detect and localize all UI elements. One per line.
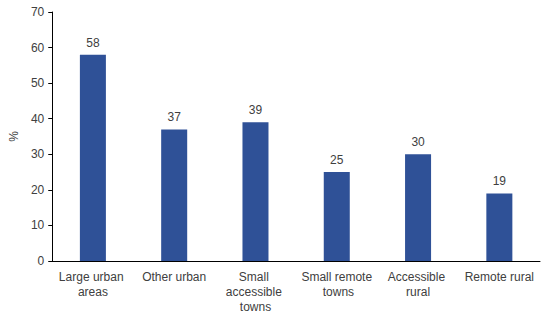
svg-text:Remote rural: Remote rural <box>465 270 534 284</box>
svg-text:58: 58 <box>86 36 100 50</box>
svg-text:Large urban: Large urban <box>59 270 127 284</box>
svg-text:20: 20 <box>31 183 45 197</box>
svg-text:towns: towns <box>240 300 271 314</box>
svg-text:40: 40 <box>31 112 45 126</box>
svg-text:30: 30 <box>411 135 425 149</box>
svg-text:Small remote: Small remote <box>301 270 372 284</box>
svg-text:25: 25 <box>330 153 344 167</box>
svg-text:accessible: accessible <box>226 285 285 299</box>
svg-text:10: 10 <box>31 218 45 232</box>
svg-text:39: 39 <box>249 103 263 117</box>
svg-text:70: 70 <box>31 5 45 19</box>
svg-text:0: 0 <box>38 254 45 268</box>
svg-text:%: % <box>7 131 21 142</box>
svg-text:Accessible: Accessible <box>388 270 449 284</box>
svg-text:towns: towns <box>319 285 354 299</box>
svg-text:37: 37 <box>168 110 182 124</box>
svg-text:rural: rural <box>406 285 430 299</box>
svg-text:Other urban: Other urban <box>142 270 206 284</box>
svg-text:areas: areas <box>78 285 108 299</box>
svg-text:60: 60 <box>31 41 45 55</box>
svg-text:19: 19 <box>493 174 507 188</box>
svg-text:30: 30 <box>31 147 45 161</box>
svg-text:Small: Small <box>239 270 272 284</box>
svg-text:50: 50 <box>31 76 45 90</box>
